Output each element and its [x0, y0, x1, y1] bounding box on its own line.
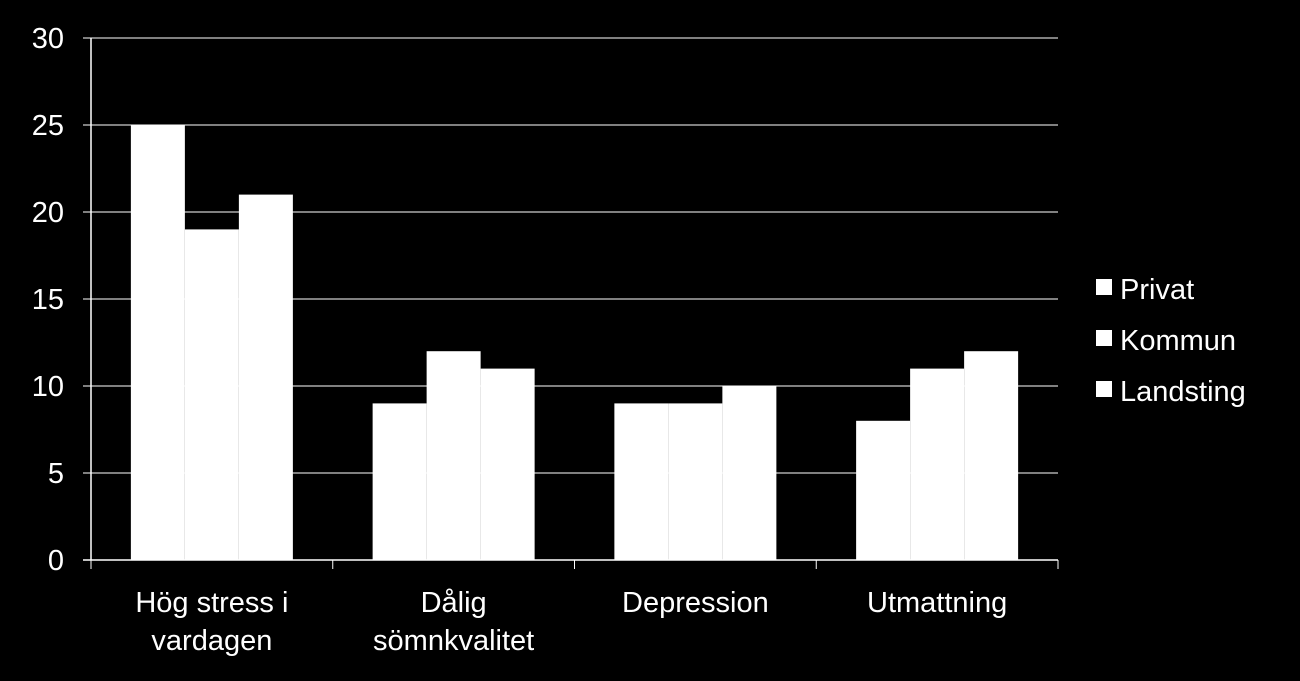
legend: Privat Kommun Landsting	[1096, 274, 1246, 408]
bar-landsting-3	[722, 386, 777, 560]
bar-kommun-3	[668, 403, 723, 560]
y-tick-label: 15	[32, 284, 64, 316]
x-category-label-line: Dålig	[421, 587, 487, 619]
x-category-label-line: vardagen	[151, 625, 272, 657]
bar-kommun-1	[184, 229, 239, 560]
x-category-label-line: Utmattning	[867, 587, 1007, 619]
x-category-label-line: sömnkvalitet	[373, 625, 534, 657]
bars	[130, 125, 1019, 560]
bar-landsting-2	[480, 368, 535, 560]
x-category-label: Hög stress i vardagen	[135, 587, 288, 657]
bar-kommun-2	[426, 351, 481, 560]
bar-privat-2	[372, 403, 427, 560]
legend-label-kommun: Kommun	[1120, 325, 1236, 357]
x-category-label: Depression	[622, 587, 769, 619]
legend-swatch-privat	[1096, 279, 1112, 295]
bar-privat-4	[856, 420, 911, 560]
y-tick-label: 10	[32, 371, 64, 403]
x-category-label-line: Depression	[622, 587, 769, 619]
y-tick-labels: 0 5 10 15 20 25 30	[32, 23, 64, 577]
legend-label-landsting: Landsting	[1120, 376, 1246, 408]
x-category-labels: Hög stress i vardagen Dålig sömnkvalitet Dep…	[135, 587, 1007, 657]
legend-label-privat: Privat	[1120, 274, 1194, 306]
legend-swatch-landsting	[1096, 381, 1112, 397]
y-tick-label: 5	[48, 458, 64, 490]
y-tick-label: 30	[32, 23, 64, 55]
axes	[83, 37, 1059, 569]
x-category-label: Utmattning	[867, 587, 1007, 619]
x-category-label: Dålig sömnkvalitet	[373, 587, 534, 657]
bar-landsting-1	[238, 194, 293, 560]
bar-kommun-4	[910, 368, 965, 560]
bar-privat-3	[614, 403, 669, 560]
legend-swatch-kommun	[1096, 330, 1112, 346]
y-tick-label: 0	[48, 545, 64, 577]
bar-landsting-4	[964, 351, 1019, 560]
bar-privat-1	[130, 125, 185, 560]
y-tick-label: 20	[32, 197, 64, 229]
y-tick-label: 25	[32, 110, 64, 142]
x-category-label-line: Hög stress i	[135, 587, 288, 619]
